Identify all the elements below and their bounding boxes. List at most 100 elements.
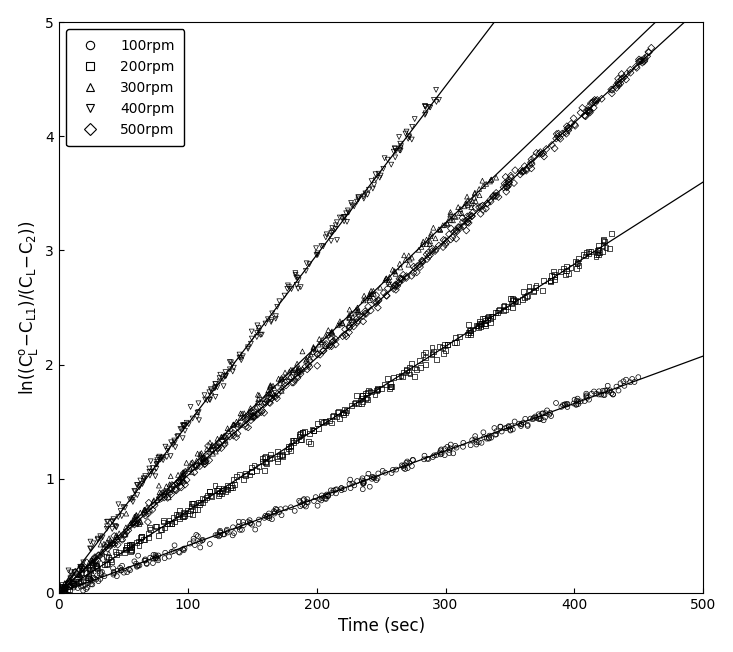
Point	[215, 527, 226, 538]
Point	[139, 471, 151, 481]
Point	[176, 424, 188, 435]
Point	[69, 580, 81, 591]
Point	[435, 225, 446, 235]
Point	[76, 563, 88, 573]
Point	[124, 540, 136, 550]
Point	[561, 265, 572, 276]
Point	[569, 394, 581, 405]
Point	[132, 518, 144, 529]
Point	[507, 295, 518, 305]
Point	[205, 385, 217, 396]
Point	[220, 367, 232, 378]
Point	[279, 367, 291, 378]
Point	[384, 381, 396, 392]
Point	[633, 54, 645, 65]
Point	[73, 576, 84, 586]
Point	[501, 181, 513, 192]
Point	[325, 228, 337, 238]
Point	[565, 119, 577, 129]
Point	[440, 239, 452, 250]
Point	[517, 294, 528, 304]
Point	[379, 275, 391, 286]
Point	[320, 491, 331, 501]
Point	[326, 488, 338, 498]
Point	[77, 585, 89, 596]
Point	[265, 394, 277, 404]
Point	[476, 437, 487, 448]
Point	[228, 528, 240, 539]
Point	[145, 524, 157, 535]
Point	[204, 394, 216, 405]
Point	[520, 164, 532, 175]
Point	[397, 269, 409, 280]
Point	[271, 505, 283, 515]
Point	[172, 431, 184, 441]
Point	[289, 506, 301, 516]
Point	[97, 532, 108, 542]
Point	[64, 581, 75, 591]
Point	[336, 318, 348, 328]
Point	[65, 578, 77, 588]
Point	[313, 340, 325, 350]
Point	[67, 578, 78, 588]
Point	[178, 512, 190, 522]
Point	[401, 365, 413, 376]
Point	[421, 239, 432, 249]
Point	[416, 256, 428, 266]
Point	[399, 255, 411, 265]
Point	[433, 241, 445, 251]
Point	[221, 481, 233, 491]
Point	[328, 336, 339, 346]
Point	[287, 435, 299, 445]
Point	[402, 456, 413, 467]
Point	[117, 561, 128, 571]
Point	[222, 426, 234, 436]
Point	[554, 134, 566, 144]
Point	[520, 166, 532, 176]
Point	[460, 198, 471, 209]
Point	[293, 364, 305, 375]
Point	[66, 570, 78, 581]
Point	[460, 225, 472, 235]
Point	[581, 389, 592, 399]
Point	[401, 126, 413, 137]
Point	[314, 349, 326, 360]
Point	[139, 511, 151, 521]
Point	[300, 265, 312, 276]
Point	[61, 583, 73, 593]
Point	[202, 395, 213, 406]
Point	[303, 362, 315, 372]
Point	[490, 308, 502, 318]
Point	[463, 218, 474, 228]
Point	[136, 479, 148, 489]
Point	[330, 224, 342, 234]
Point	[400, 273, 412, 283]
Point	[65, 577, 76, 587]
Point	[228, 419, 240, 430]
Point	[199, 494, 210, 505]
Point	[244, 515, 256, 526]
Point	[199, 456, 211, 467]
Point	[449, 441, 461, 451]
Point	[276, 450, 287, 460]
Point	[65, 567, 77, 578]
Point	[237, 474, 249, 484]
Point	[539, 412, 551, 422]
Point	[377, 466, 388, 476]
Point	[366, 387, 377, 397]
Point	[259, 512, 270, 523]
Point	[383, 275, 395, 286]
Point	[308, 425, 320, 436]
Point	[92, 555, 103, 565]
Point	[371, 384, 383, 394]
Point	[139, 556, 151, 566]
Point	[222, 527, 234, 538]
Point	[390, 279, 402, 289]
Point	[372, 383, 383, 394]
Point	[388, 372, 399, 383]
Point	[61, 582, 73, 593]
Point	[513, 419, 525, 429]
Point	[374, 173, 386, 183]
Point	[245, 403, 257, 413]
Point	[581, 391, 592, 402]
